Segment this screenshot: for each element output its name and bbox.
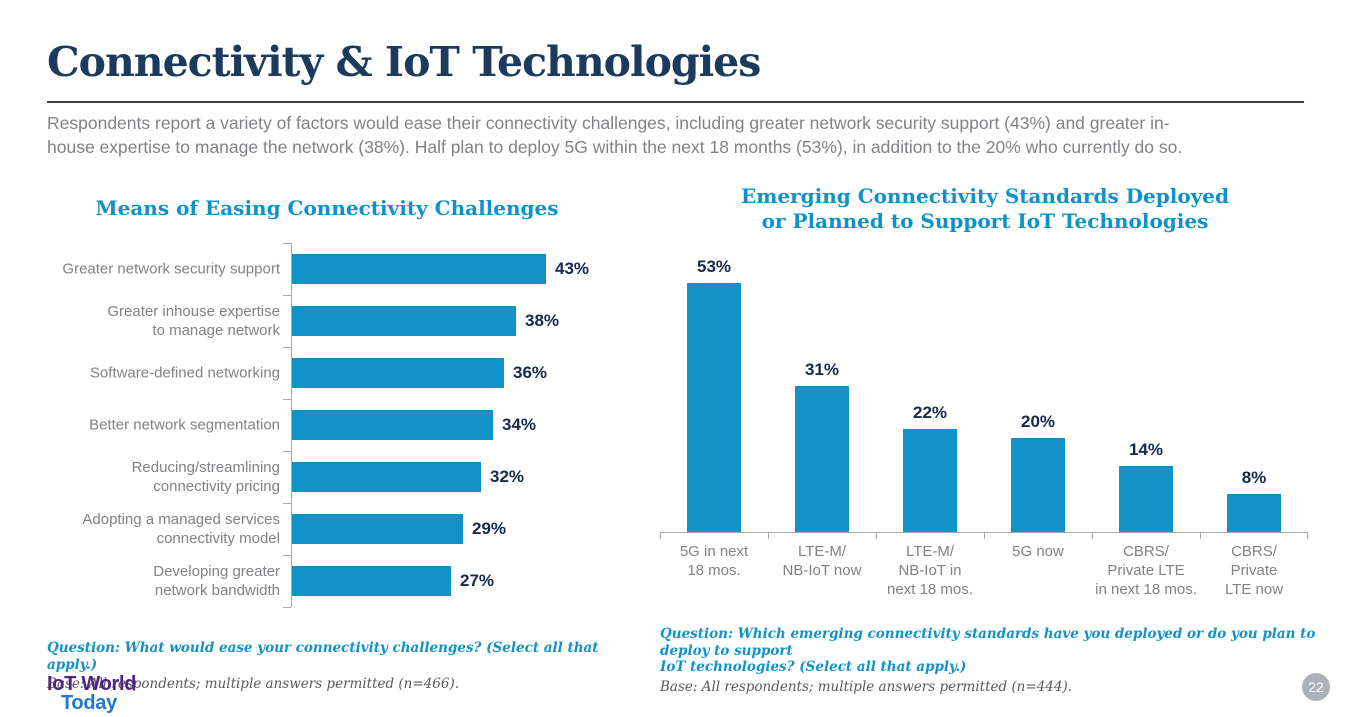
axis-tick: [660, 533, 661, 539]
bar: [292, 514, 463, 544]
axis-tick: [283, 295, 291, 296]
value-label: 34%: [502, 415, 537, 434]
value-label: 53%: [696, 257, 732, 276]
page-title: Connectivity & IoT Technologies: [47, 38, 761, 86]
bar: [1227, 494, 1281, 532]
value-label: 8%: [1241, 468, 1267, 487]
bar-row: Reducing/streamlining connectivity prici…: [47, 451, 632, 503]
left-chart-question: Question: What would ease your connectiv…: [47, 640, 599, 673]
value-label: 20%: [1020, 412, 1056, 431]
axis-tick: [768, 533, 769, 539]
left-chart-title: Means of Easing Connectivity Challenges: [95, 196, 559, 220]
category-label: Reducing/streamlining connectivity prici…: [131, 459, 280, 495]
bar: [795, 386, 849, 532]
right-chart-title: Emerging Connectivity Standards Deployed…: [740, 184, 1230, 233]
logo-line2: Today: [61, 692, 117, 714]
category-label: 5G in next 18 mos.: [679, 543, 749, 579]
value-label: 22%: [912, 403, 948, 422]
bar: [1011, 438, 1065, 532]
bar-column: 22%: [876, 250, 984, 532]
bar-column: 53%: [660, 250, 768, 532]
axis-tick: [283, 607, 291, 608]
bar-column: 8%: [1200, 250, 1308, 532]
category-label: Better network segmentation: [89, 416, 280, 434]
value-label: 36%: [513, 363, 548, 382]
category-label: Adopting a managed services connectivity…: [82, 511, 280, 547]
bar: [292, 566, 451, 596]
category-label: 5G now: [1012, 543, 1064, 560]
bar-column: 20%: [984, 250, 1092, 532]
category-label: LTE-M/ NB-IoT now: [782, 543, 862, 579]
bar: [687, 283, 741, 532]
value-label: 27%: [460, 571, 495, 590]
axis-tick: [283, 555, 291, 556]
axis-tick: [283, 347, 291, 348]
bar: [292, 410, 493, 440]
axis-tick: [283, 451, 291, 452]
right-chart-plot: 53% 31% 22% 20% 14% 8%: [660, 250, 1308, 539]
bar-column: 31%: [768, 250, 876, 532]
logo-line1: IoT World: [47, 673, 137, 695]
axis-tick: [984, 533, 985, 539]
category-label: Greater inhouse expertise to manage netw…: [107, 303, 280, 339]
axis-tick: [283, 399, 291, 400]
axis-tick: [283, 503, 291, 504]
axis-tick: [1092, 533, 1093, 539]
iot-world-today-logo: IoT World Today: [47, 673, 137, 714]
category-label: Developing greater network bandwidth: [153, 563, 280, 599]
left-chart-notes: Question: What would ease your connectiv…: [47, 640, 637, 692]
bar-row: Greater network security support 43%: [47, 243, 632, 295]
page-number-badge: 22: [1302, 673, 1330, 701]
category-label: LTE-M/ NB-IoT in next 18 mos.: [887, 543, 973, 598]
left-chart: Greater network security support 43% Great…: [47, 243, 632, 608]
bar: [292, 306, 516, 336]
category-label: CBRS/ Private LTE now: [1224, 543, 1284, 598]
axis-tick: [1307, 533, 1308, 539]
value-label: 32%: [490, 467, 525, 486]
right-chart: 53% 31% 22% 20% 14% 8% 5G in next 18 mos. LTE-…: [660, 250, 1308, 599]
value-label: 43%: [555, 259, 590, 278]
value-label: 14%: [1128, 440, 1164, 459]
value-label: 31%: [804, 360, 840, 379]
left-chart-axis: [291, 243, 292, 607]
value-label: 38%: [525, 311, 560, 330]
bar: [903, 429, 957, 532]
right-chart-base: Base: All respondents; multiple answers …: [660, 678, 1073, 695]
bar-row: Greater inhouse expertise to manage netw…: [47, 295, 632, 347]
axis-tick: [283, 243, 291, 244]
bar-column: 14%: [1092, 250, 1200, 532]
right-chart-category-labels: 5G in next 18 mos. LTE-M/ NB-IoT now LTE-M…: [660, 533, 1308, 599]
bar-row: Better network segmentation 34%: [47, 399, 632, 451]
axis-tick: [1200, 533, 1201, 539]
right-chart-notes: Question: Which emerging connectivity st…: [660, 626, 1320, 695]
bar-row: Developing greater network bandwidth 27%: [47, 555, 632, 607]
category-label: Software-defined networking: [89, 364, 280, 382]
bar: [292, 462, 481, 492]
bar: [1119, 466, 1173, 532]
axis-tick: [876, 533, 877, 539]
left-chart-base: Base: All respondents; multiple answers …: [47, 676, 460, 692]
bar: [292, 358, 504, 388]
category-label: Greater network security support: [62, 260, 280, 278]
bar-row: Adopting a managed services connectivity…: [47, 503, 632, 555]
value-label: 29%: [472, 519, 507, 538]
right-chart-question: Question: Which emerging connectivity st…: [660, 626, 1316, 675]
bar: [292, 254, 546, 284]
category-label: CBRS/ Private LTE in next 18 mos.: [1095, 543, 1197, 598]
title-divider: [47, 101, 1304, 103]
intro-text: Respondents report a variety of factors …: [47, 113, 1183, 157]
bar-row: Software-defined networking 36%: [47, 347, 632, 399]
